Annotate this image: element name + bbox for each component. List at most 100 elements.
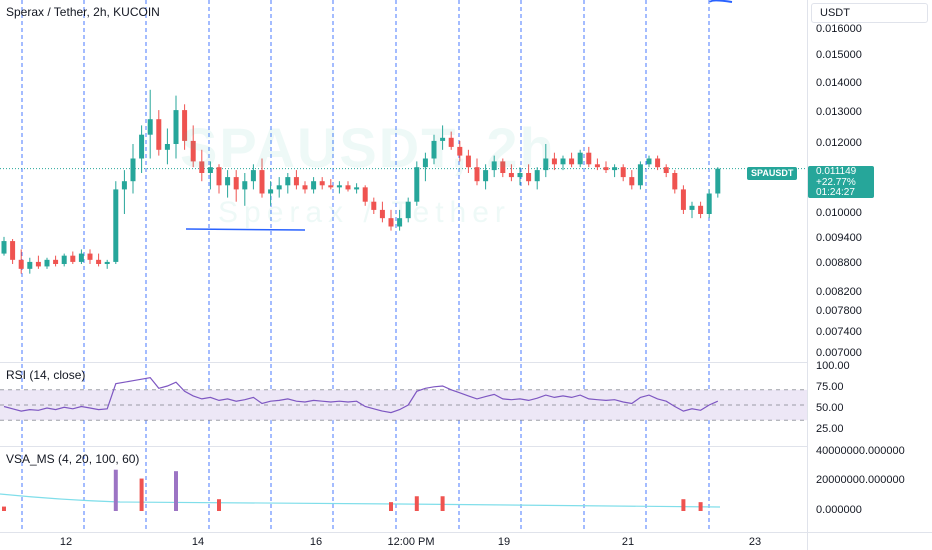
- candle-body: [268, 189, 274, 194]
- pane-separator-rsi[interactable]: [0, 362, 932, 363]
- candle-body: [61, 255, 67, 264]
- candle-body: [10, 241, 16, 260]
- candle-body: [139, 134, 145, 159]
- candle-body: [199, 161, 205, 173]
- candle-body: [612, 167, 618, 171]
- candle-body: [629, 177, 635, 186]
- candle-body: [440, 137, 446, 141]
- candle-body: [560, 158, 566, 165]
- price-tick-label: 0.014000: [816, 77, 862, 89]
- candle-body: [53, 259, 59, 264]
- candle-body: [715, 168, 721, 194]
- candle-body: [44, 259, 50, 267]
- price-tick-label: 0.012000: [816, 137, 862, 149]
- candle-body: [637, 164, 643, 186]
- time-tick-label: 14: [191, 536, 205, 548]
- candle-body: [130, 158, 136, 182]
- candle-body: [302, 185, 308, 190]
- candle-body: [147, 119, 153, 135]
- price-tick-label: 0.007000: [816, 347, 862, 359]
- candle-body: [173, 110, 179, 144]
- candle-body: [663, 167, 669, 173]
- time-tick-label: 21: [621, 536, 635, 548]
- price-tick-label: 0.007400: [816, 326, 862, 338]
- candle-body: [457, 146, 463, 156]
- candle-body: [594, 164, 600, 168]
- last-price-change: +22.77%: [816, 176, 856, 188]
- candle-body: [1, 241, 7, 254]
- rsi-line: [3, 376, 719, 414]
- rsi-tick-label: 75.00: [816, 381, 844, 393]
- price-chart-svg[interactable]: [0, 0, 807, 532]
- candle-body: [422, 158, 428, 168]
- candle-body: [534, 170, 540, 182]
- watermark-name: Sperax / Tether: [218, 196, 511, 229]
- vsa-bar: [389, 502, 393, 511]
- time-tick-label: 12: [59, 536, 73, 548]
- vsa-bar: [113, 469, 118, 511]
- vsa-tick-label: 20000000.000000: [816, 474, 905, 486]
- candle-body: [689, 205, 695, 210]
- candle-body: [96, 259, 102, 264]
- candle-body: [379, 209, 385, 219]
- candle-body: [18, 259, 24, 269]
- candle-body: [526, 173, 532, 182]
- price-tick-label: 0.013000: [816, 106, 862, 118]
- rsi-tick-label: 50.00: [816, 402, 844, 414]
- symbol-badge: SPAUSDT: [747, 167, 798, 180]
- candle-body: [517, 173, 523, 178]
- time-scale[interactable]: [0, 532, 807, 550]
- candle-body: [508, 173, 514, 178]
- chart-title[interactable]: Sperax / Tether, 2h, KUCOIN: [6, 5, 160, 19]
- candle-body: [431, 140, 437, 159]
- chart-area[interactable]: SPAUSDT, 2h Sperax / Tether Sperax / Tet…: [0, 0, 807, 532]
- vsa-moving-average: [0, 493, 721, 508]
- bar-countdown: 01:24:27: [816, 187, 855, 198]
- vsa-bar: [681, 499, 686, 511]
- candle-body: [250, 170, 256, 182]
- candle-body: [414, 167, 420, 202]
- drawn-partial-line: [709, 0, 733, 3]
- candle-body: [577, 152, 583, 165]
- candle-body: [311, 181, 317, 190]
- candle-body: [698, 205, 704, 214]
- candle-body: [397, 218, 403, 227]
- price-scale[interactable]: [807, 0, 932, 532]
- time-tick-label: 16: [309, 536, 323, 548]
- candle-body: [216, 167, 222, 186]
- candle-body: [276, 185, 282, 190]
- price-tick-label: 0.008800: [816, 257, 862, 269]
- candle-body: [70, 255, 76, 262]
- candle-body: [405, 201, 411, 219]
- candle-body: [483, 170, 489, 182]
- candle-body: [345, 185, 351, 190]
- currency-selector[interactable]: USDT: [811, 3, 928, 23]
- last-price-value: 0.011149: [816, 166, 857, 177]
- vsa-bar: [174, 471, 178, 511]
- price-tick-label: 0.016000: [816, 23, 862, 35]
- vsa-bar: [217, 499, 221, 511]
- candle-body: [259, 170, 265, 194]
- drawn-horizontal-line: [185, 228, 306, 231]
- candle-body: [207, 167, 213, 173]
- price-tick-label: 0.009400: [816, 232, 862, 244]
- candle-body: [104, 261, 110, 264]
- vsa-bar: [698, 502, 703, 511]
- candle-body: [164, 144, 170, 150]
- candle-body: [293, 177, 299, 186]
- candle-body: [35, 261, 41, 267]
- price-tick-label: 0.015000: [816, 49, 862, 61]
- candle-body: [242, 181, 248, 190]
- candle-body: [500, 161, 506, 173]
- vsa-bar: [440, 496, 445, 511]
- vsa-legend[interactable]: VSA_MS (4, 20, 100, 60): [6, 452, 140, 466]
- candle-body: [78, 253, 84, 262]
- candle-body: [121, 181, 127, 190]
- rsi-tick-label: 25.00: [816, 423, 844, 435]
- pane-separator-vsa[interactable]: [0, 446, 932, 447]
- rsi-legend[interactable]: RSI (14, close): [6, 368, 86, 382]
- axis-corner: [807, 532, 932, 550]
- watermark-symbol: SPAUSDT, 2h: [180, 116, 556, 179]
- candle-body: [620, 167, 626, 178]
- time-tick-label: 23: [748, 536, 762, 548]
